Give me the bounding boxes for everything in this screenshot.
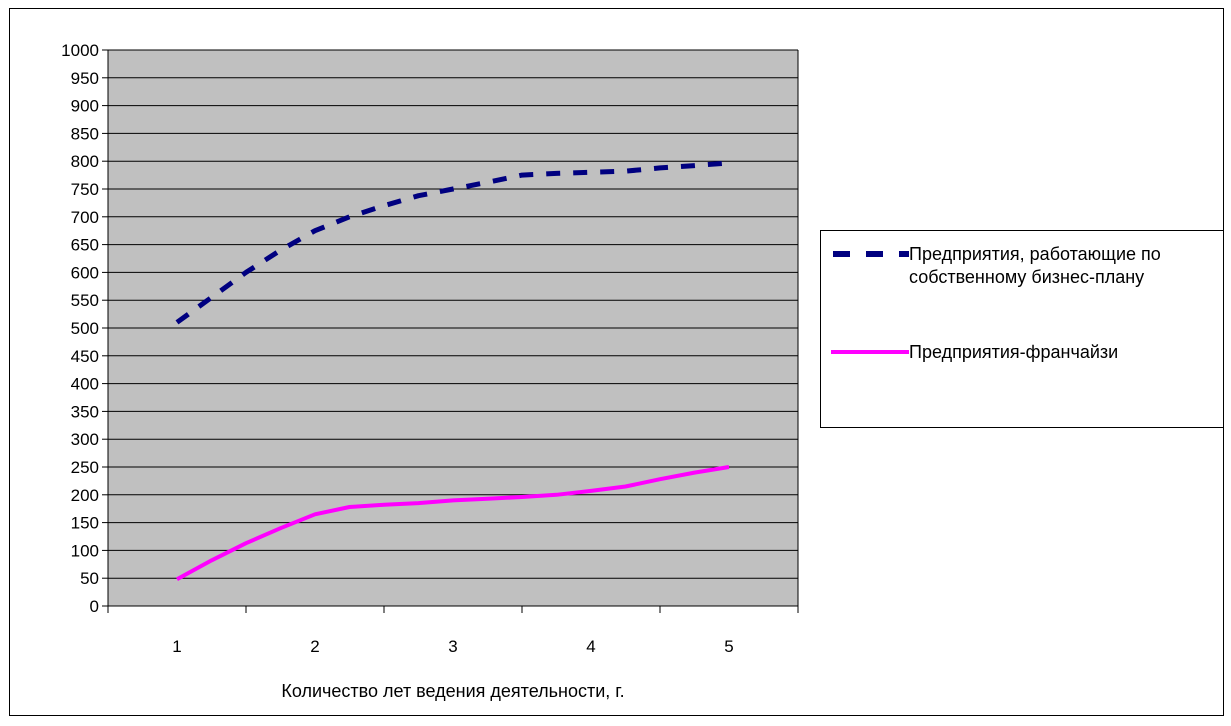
y-tick-label: 250 (71, 458, 99, 477)
y-tick-label: 650 (71, 236, 99, 255)
x-tick-label: 3 (448, 637, 457, 656)
gridlines (108, 49, 799, 607)
y-tick-label: 800 (71, 152, 99, 171)
x-tick-label: 5 (724, 637, 733, 656)
series-line-2 (176, 465, 730, 582)
y-tick-label: 450 (71, 347, 99, 366)
y-tick-label: 600 (71, 263, 99, 282)
y-tick-label: 900 (71, 97, 99, 116)
axes (102, 49, 799, 613)
y-tick-label: 750 (71, 180, 99, 199)
series-lines (175, 160, 730, 582)
x-axis-tick-labels: 1 2 3 4 5 (172, 637, 733, 656)
y-tick-label: 150 (71, 514, 99, 533)
x-tick-label: 1 (172, 637, 181, 656)
x-axis-title: Количество лет ведения деятельности, г. (281, 681, 624, 701)
y-tick-label: 550 (71, 291, 99, 310)
y-tick-label: 0 (90, 597, 99, 616)
y-tick-label: 950 (71, 69, 99, 88)
x-tick-label: 4 (586, 637, 595, 656)
y-tick-label: 300 (71, 430, 99, 449)
y-tick-label: 850 (71, 124, 99, 143)
legend-swatch-solid (831, 350, 909, 354)
legend: Предприятия, работающие по собственному … (820, 230, 1224, 428)
y-tick-label: 500 (71, 319, 99, 338)
legend-swatch-dashed (833, 251, 909, 257)
y-tick-label: 100 (71, 541, 99, 560)
y-tick-label: 1000 (61, 41, 99, 60)
y-tick-label: 350 (71, 402, 99, 421)
x-tick-label: 2 (310, 637, 319, 656)
y-tick-label: 50 (80, 569, 99, 588)
y-tick-label: 400 (71, 375, 99, 394)
y-axis-tick-labels: 0 50 100 150 200 250 300 350 400 450 500 550 600 650 7… (61, 41, 99, 616)
y-tick-label: 700 (71, 208, 99, 227)
legend-label-own-plan: Предприятия, работающие по собственному … (909, 244, 1161, 287)
legend-label-franchise: Предприятия-франчайзи (909, 342, 1119, 362)
y-tick-label: 200 (71, 486, 99, 505)
